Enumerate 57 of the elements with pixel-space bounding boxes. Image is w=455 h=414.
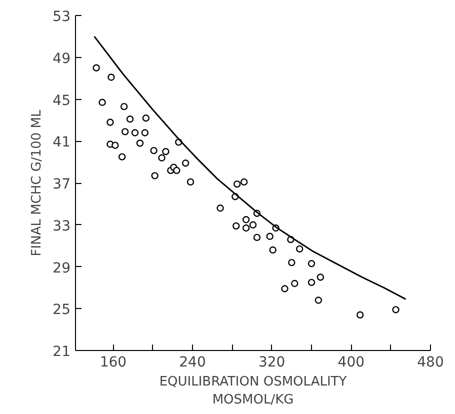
point [158,154,166,162]
point [186,178,194,186]
point [108,74,115,81]
point [316,274,324,281]
point [136,140,144,147]
point [242,224,250,232]
x-tick-label: 480 [417,354,444,370]
y-tick-label: 29 [52,260,71,276]
point [173,166,180,174]
point [142,114,150,122]
y-tick-label: 49 [52,50,71,67]
x-tick-label: 400 [338,354,365,370]
point [240,178,248,186]
point [392,306,400,314]
point [314,296,322,304]
x-tick-label: 240 [179,354,206,370]
point [131,129,139,136]
y-tick-label: 41 [52,134,71,151]
point [118,153,126,160]
point [356,311,364,318]
y-tick-label: 25 [52,302,71,318]
y-tick-label: 21 [52,344,71,360]
point [98,98,106,106]
point [126,116,134,123]
point [269,246,276,254]
point [216,204,224,212]
point [141,129,149,136]
point [242,216,250,224]
point [112,142,119,149]
point [121,128,129,136]
point [151,172,158,180]
point [281,285,288,292]
point [249,221,257,228]
x-tick-label: 320 [258,354,286,370]
point [266,232,274,240]
point [308,260,316,268]
point [288,258,296,266]
point [308,278,316,286]
x-tick-label: 160 [100,354,127,370]
point [92,64,100,72]
y-axis-title: FINAL MCHC G/100 ML [30,109,45,256]
point [291,280,298,288]
point [296,245,304,253]
y-tick-label: 33 [52,218,71,234]
point [182,160,190,167]
point [253,234,261,242]
point [150,146,158,154]
point [162,148,170,156]
line-series [94,36,406,300]
point [234,180,241,188]
y-tick-label: 37 [52,176,71,192]
point [232,222,240,230]
x-axis-title: EQUILIBRATION OSMOLALITY MOSMOL/KG [159,374,347,408]
y-tick-label: 53 [52,9,71,25]
point [106,118,114,126]
point [120,102,128,110]
y-tick-label: 45 [52,92,71,109]
